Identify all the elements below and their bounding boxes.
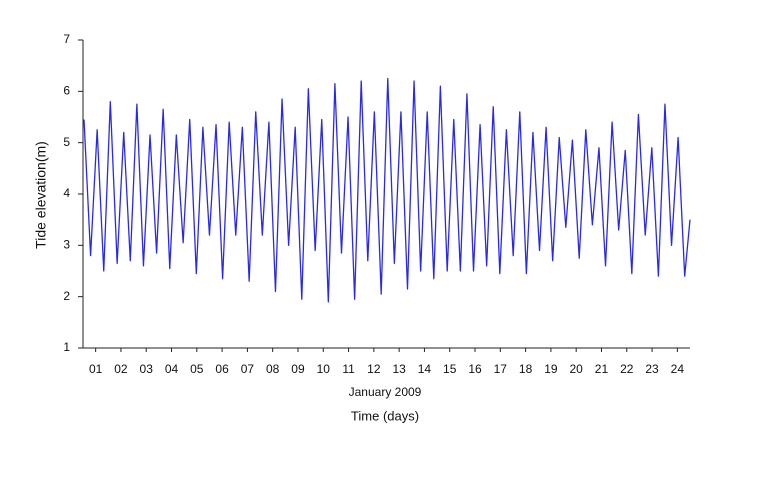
x-tick-label: 02 — [114, 362, 128, 376]
x-tick-label: 04 — [165, 362, 179, 376]
x-tick-label: 14 — [418, 362, 432, 376]
x-tick-label: 16 — [468, 362, 482, 376]
x-tick-label: 09 — [291, 362, 305, 376]
x-tick-label: 03 — [140, 362, 154, 376]
x-tick-label: 12 — [367, 362, 381, 376]
y-axis-label: Tide elevation(m) — [33, 141, 49, 249]
x-tick-label: 06 — [215, 362, 229, 376]
x-tick-label: 01 — [89, 362, 103, 376]
y-tick-label: 6 — [63, 84, 70, 98]
y-tick-label: 7 — [63, 32, 70, 46]
x-tick-label: 23 — [645, 362, 659, 376]
x-tick-label: 24 — [671, 362, 685, 376]
x-tick-label: 17 — [494, 362, 508, 376]
x-tick-label: 11 — [342, 362, 355, 376]
x-tick-label: 05 — [190, 362, 204, 376]
x-tick-label: 22 — [620, 362, 634, 376]
y-tick-label: 3 — [63, 238, 70, 252]
y-tick-label: 1 — [63, 340, 70, 354]
x-tick-label: 21 — [595, 362, 609, 376]
x-tick-label: 08 — [266, 362, 280, 376]
x-tick-label: 07 — [241, 362, 255, 376]
x-tick-label: 15 — [443, 362, 457, 376]
x-tick-label: 19 — [544, 362, 558, 376]
y-tick-label: 5 — [63, 135, 70, 149]
x-tick-label: 18 — [519, 362, 533, 376]
y-tick-label: 2 — [63, 289, 70, 303]
x-tick-label: 20 — [570, 362, 584, 376]
y-tick-label: 4 — [63, 186, 70, 200]
x-tick-label: 13 — [392, 362, 406, 376]
tide-line — [83, 77, 691, 303]
x-tick-label: 10 — [317, 362, 331, 376]
x-axis-sublabel: January 2009 — [349, 385, 422, 399]
x-axis-label: Time (days) — [351, 408, 419, 423]
